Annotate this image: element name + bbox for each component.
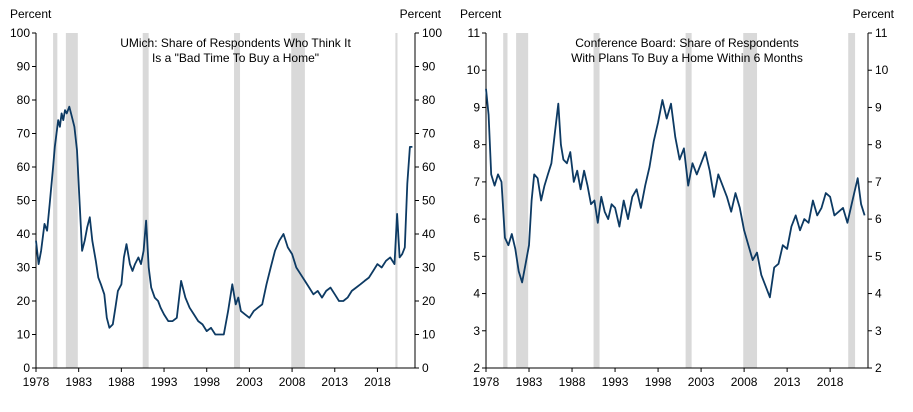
- cb-recession-bar-4: [743, 33, 758, 368]
- cb-ytick-label-left-0: 2: [473, 361, 480, 375]
- cb-title-line-0: Conference Board: Share of Respondents: [575, 36, 798, 50]
- cb-xtick-label-2: 1988: [559, 375, 586, 389]
- conference-board-chart: 2 2 3 3 4 4 5 5 6 6 7 7 8 8 9 9 10 10 11 11 1978 1983 1988 1993…: [460, 7, 895, 389]
- cb-ytick-label-right-2: 4: [875, 287, 882, 301]
- umich-recession-bar-5: [395, 33, 398, 368]
- umich-right-unit-label: Percent: [400, 7, 442, 21]
- cb-xtick-label-1: 1983: [516, 375, 543, 389]
- umich-ytick-label-left-1: 10: [17, 328, 31, 342]
- umich-ytick-label-left-6: 60: [17, 160, 31, 174]
- cb-ytick-label-left-3: 5: [473, 249, 480, 263]
- umich-series-line-0: [35, 105, 413, 336]
- umich-ytick-label-left-9: 90: [17, 60, 31, 74]
- cb-xtick-label-7: 2013: [774, 375, 801, 389]
- umich-ytick-label-left-4: 40: [17, 227, 31, 241]
- cb-ytick-label-left-4: 6: [473, 212, 480, 226]
- umich-xtick-label-2: 1988: [108, 375, 135, 389]
- umich-ytick-label-left-7: 70: [17, 127, 31, 141]
- umich-recession-bar-3: [234, 33, 241, 368]
- umich-ytick-label-right-5: 50: [422, 194, 436, 208]
- umich-ytick-label-right-2: 20: [422, 294, 436, 308]
- umich-ytick-label-left-10: 100: [10, 26, 30, 40]
- cb-ytick-label-right-7: 9: [875, 100, 882, 114]
- cb-ytick-label-right-1: 3: [875, 324, 882, 338]
- umich-title-line-1: Is a "Bad Time To Buy a Home": [152, 51, 319, 65]
- umich-xtick-label-7: 2013: [321, 375, 348, 389]
- cb-left-unit-label: Percent: [460, 7, 502, 21]
- umich-left-unit-label: Percent: [10, 7, 52, 21]
- umich-ytick-label-left-5: 50: [17, 194, 31, 208]
- cb-recession-bar-3: [685, 33, 692, 368]
- umich-ytick-label-right-4: 40: [422, 227, 436, 241]
- umich-ytick-label-right-8: 80: [422, 93, 436, 107]
- umich-ytick-label-right-3: 30: [422, 261, 436, 275]
- cb-ytick-label-left-6: 8: [473, 138, 480, 152]
- cb-ytick-label-right-6: 8: [875, 138, 882, 152]
- cb-xtick-label-4: 1998: [645, 375, 672, 389]
- cb-xtick-label-5: 2003: [688, 375, 715, 389]
- umich-ytick-label-right-7: 70: [422, 127, 436, 141]
- cb-ytick-label-right-8: 10: [875, 63, 889, 77]
- cb-xtick-label-6: 2008: [731, 375, 758, 389]
- cb-xtick-label-3: 1993: [602, 375, 629, 389]
- umich-xtick-label-4: 1998: [193, 375, 220, 389]
- cb-right-unit-label: Percent: [853, 7, 895, 21]
- umich-ytick-label-right-10: 100: [422, 26, 442, 40]
- cb-ytick-label-left-8: 10: [467, 63, 481, 77]
- cb-ytick-label-left-9: 11: [468, 26, 481, 40]
- umich-recession-bar-4: [291, 33, 305, 368]
- umich-ytick-label-right-0: 0: [422, 361, 429, 375]
- umich-ytick-label-left-3: 30: [17, 261, 31, 275]
- umich-chart: 0 0 10 10 20 20 30 30 40 40 50 50 60 60 70 70 80 80 90 90 10…: [10, 7, 442, 389]
- umich-ytick-label-right-1: 10: [422, 328, 436, 342]
- cb-recession-bar-2: [593, 33, 600, 368]
- umich-xtick-label-0: 1978: [23, 375, 50, 389]
- cb-ytick-label-right-9: 11: [875, 26, 888, 40]
- cb-series-line-0: [485, 88, 866, 299]
- cb-ytick-label-left-1: 3: [473, 324, 480, 338]
- umich-xtick-label-5: 2003: [236, 375, 263, 389]
- umich-xtick-label-6: 2008: [279, 375, 306, 389]
- cb-recession-bar-0: [503, 33, 508, 368]
- umich-xtick-label-3: 1993: [151, 375, 178, 389]
- umich-title-line-0: UMich: Share of Respondents Who Think It: [120, 36, 351, 50]
- cb-xtick-label-8: 2018: [817, 375, 844, 389]
- umich-recession-bar-2: [142, 33, 149, 368]
- cb-ytick-label-left-5: 7: [473, 175, 480, 189]
- cb-ytick-label-left-7: 9: [473, 100, 480, 114]
- umich-recession-bar-1: [65, 33, 78, 368]
- umich-xtick-label-1: 1983: [65, 375, 92, 389]
- cb-ytick-label-left-2: 4: [473, 287, 480, 301]
- cb-ytick-label-right-0: 2: [875, 361, 882, 375]
- cb-ytick-label-right-4: 6: [875, 212, 882, 226]
- cb-title-line-1: With Plans To Buy a Home Within 6 Months: [571, 51, 803, 65]
- umich-ytick-label-left-8: 80: [17, 93, 31, 107]
- cb-ytick-label-right-3: 5: [875, 249, 882, 263]
- umich-ytick-label-left-0: 0: [23, 361, 30, 375]
- umich-xtick-label-8: 2018: [364, 375, 391, 389]
- cb-recession-bar-1: [516, 33, 529, 368]
- umich-recession-bar-0: [53, 33, 58, 368]
- umich-ytick-label-right-6: 60: [422, 160, 436, 174]
- umich-ytick-label-left-2: 20: [17, 294, 31, 308]
- cb-ytick-label-right-5: 7: [875, 175, 882, 189]
- cb-xtick-label-0: 1978: [473, 375, 500, 389]
- umich-ytick-label-right-9: 90: [422, 60, 436, 74]
